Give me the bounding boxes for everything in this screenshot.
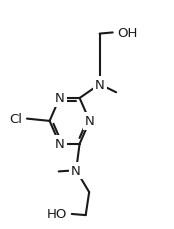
Text: N: N [71,164,81,177]
Text: N: N [55,92,65,105]
Text: N: N [55,138,65,151]
Text: Cl: Cl [10,113,23,125]
Text: OH: OH [118,27,138,40]
Text: N: N [85,115,94,128]
Text: HO: HO [46,207,67,221]
Text: N: N [95,78,105,91]
